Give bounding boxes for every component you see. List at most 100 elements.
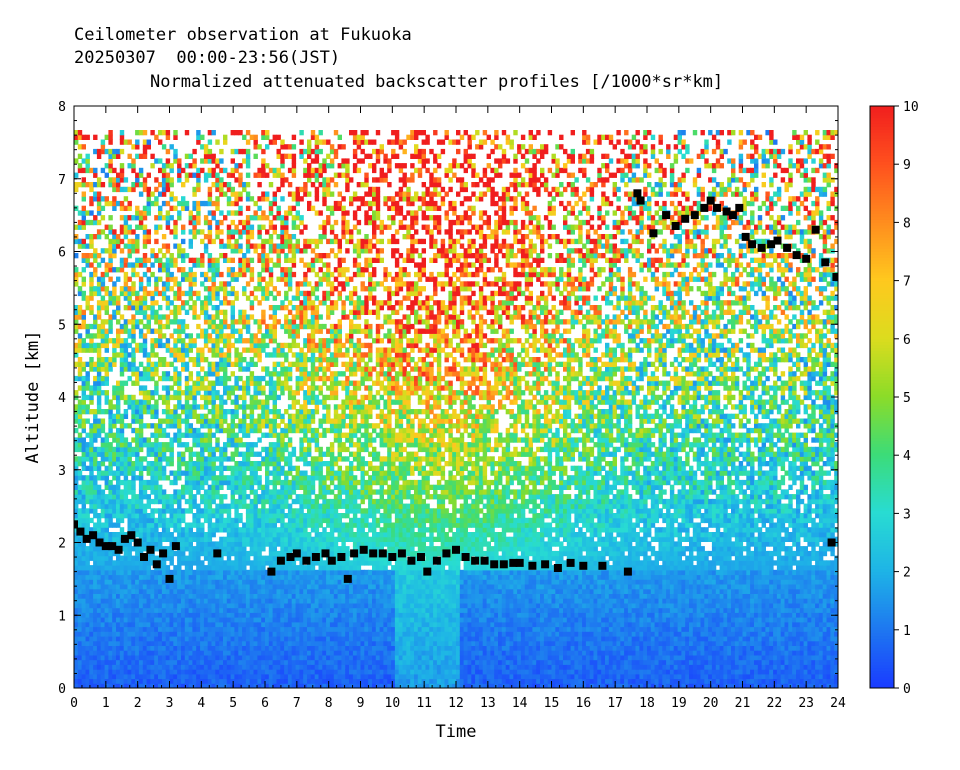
y-tick-label: 5 <box>58 318 66 333</box>
cloud-base-point <box>783 243 792 252</box>
cloud-base-point <box>452 545 460 554</box>
x-tick-label: 24 <box>830 696 846 711</box>
axes: 0 1 2 3 4 5 6 7 8 9 10 11 12 13 14 15 16 17 18 19 20 21 22 23 24… <box>58 100 846 711</box>
x-tick-label: 9 <box>357 696 365 711</box>
backscatter-field <box>74 130 838 688</box>
colorbar-tick-label: 1 <box>903 624 911 639</box>
cloud-base-point <box>417 553 425 561</box>
cloud-base-point <box>213 549 222 558</box>
cloud-base-point <box>728 211 737 220</box>
x-tick-label: 20 <box>703 696 719 711</box>
colorbar-tick-label: 3 <box>903 507 911 522</box>
header-line-1: Ceilometer observation at Fukuoka <box>74 25 412 45</box>
cloud-base-point <box>159 549 168 558</box>
x-tick-label: 7 <box>293 696 301 711</box>
colorbar: 0 1 2 3 4 5 6 7 8 9 10 <box>869 100 919 697</box>
cloud-base-point <box>108 542 117 551</box>
cloud-base-point <box>722 207 731 216</box>
y-tick-label: 6 <box>58 246 66 261</box>
cloud-base-point <box>706 196 715 205</box>
cloud-base-point <box>490 560 499 569</box>
x-tick-label: 14 <box>512 696 528 711</box>
cloud-base-point <box>832 273 838 281</box>
x-tick-label: 4 <box>197 696 205 711</box>
cloud-base-point <box>146 545 155 554</box>
cloud-base-point <box>748 240 757 249</box>
cloud-base-point <box>713 203 721 212</box>
cloud-base-point <box>369 549 378 558</box>
cloud-base-point <box>311 553 320 561</box>
header-line-2: 20250307 00:00-23:56(JST) <box>74 48 341 68</box>
cloud-base-point <box>276 556 285 565</box>
cloud-base-point <box>757 243 766 252</box>
x-tick-label: 18 <box>639 696 655 711</box>
x-tick-label: 2 <box>134 696 142 711</box>
y-tick-label: 2 <box>58 537 66 552</box>
x-tick-label: 15 <box>544 696 560 711</box>
cloud-base-point <box>101 542 110 551</box>
cloud-base-point <box>553 564 562 572</box>
cloud-base-point <box>397 549 406 558</box>
cloud-base-point <box>95 538 104 547</box>
colorbar-tick-label: 7 <box>903 275 911 290</box>
y-tick-label: 1 <box>58 609 66 624</box>
colorbar-tick-label: 0 <box>903 682 911 697</box>
cloud-base-point <box>528 561 537 570</box>
x-tick-label: 1 <box>102 696 110 711</box>
x-tick-label: 11 <box>416 696 432 711</box>
cloud-base-point <box>509 558 518 567</box>
cloud-base-point <box>515 558 524 567</box>
y-tick-label: 7 <box>58 173 66 188</box>
y-tick-label: 0 <box>58 682 66 697</box>
cloud-base-point <box>541 560 550 569</box>
cloud-base-point <box>140 553 148 561</box>
cloud-base-point <box>700 203 709 212</box>
y-tick-label: 3 <box>58 464 66 479</box>
cloud-base-point <box>114 545 123 554</box>
x-tick-label: 19 <box>671 696 687 711</box>
cloud-base-point <box>811 225 820 234</box>
cloud-base-point <box>165 574 174 583</box>
cloud-base-point <box>821 258 830 267</box>
x-tick-label: 5 <box>229 696 237 711</box>
cloud-base-point <box>350 549 359 558</box>
x-tick-label: 10 <box>385 696 401 711</box>
cloud-base-point <box>649 229 658 238</box>
colorbar-tick-label: 6 <box>903 333 911 348</box>
cloud-base-point <box>292 549 301 558</box>
colorbar-tick-label: 9 <box>903 158 911 173</box>
cloud-base-point <box>471 556 480 565</box>
x-tick-label: 22 <box>767 696 783 711</box>
x-tick-label: 8 <box>325 696 333 711</box>
cloud-base-point <box>388 553 397 561</box>
colorbar-tick-label: 10 <box>903 100 919 115</box>
cloud-base-point <box>623 567 632 576</box>
cloud-base-point <box>76 527 85 536</box>
cloud-base-point <box>499 560 508 569</box>
colorbar-tick-label: 8 <box>903 216 911 231</box>
cloud-base-point <box>598 561 607 570</box>
cloud-base-point <box>566 558 575 567</box>
cloud-base-point <box>74 520 78 529</box>
cloud-base-point <box>662 211 671 220</box>
cloud-base-point <box>792 251 801 260</box>
x-axis-label: Time <box>436 722 477 742</box>
cloud-base-point <box>773 236 782 245</box>
cloud-base-point <box>636 196 645 205</box>
cloud-base-point <box>302 556 311 565</box>
cloud-base-point <box>267 567 276 576</box>
cloud-base-point <box>579 561 588 570</box>
cloud-base-point <box>681 214 690 223</box>
x-tick-label: 12 <box>448 696 464 711</box>
x-tick-label: 6 <box>261 696 269 711</box>
cloud-base-point <box>89 531 98 540</box>
cloud-base-point <box>767 240 776 249</box>
x-tick-label: 17 <box>607 696 623 711</box>
x-tick-label: 16 <box>576 696 592 711</box>
cloud-base-point <box>671 222 680 230</box>
cloud-base-point <box>343 574 352 583</box>
chart-title: Normalized attenuated backscatter profil… <box>150 72 724 92</box>
y-axis-label: Altitude [km] <box>23 330 43 463</box>
cloud-base-point <box>802 254 811 263</box>
